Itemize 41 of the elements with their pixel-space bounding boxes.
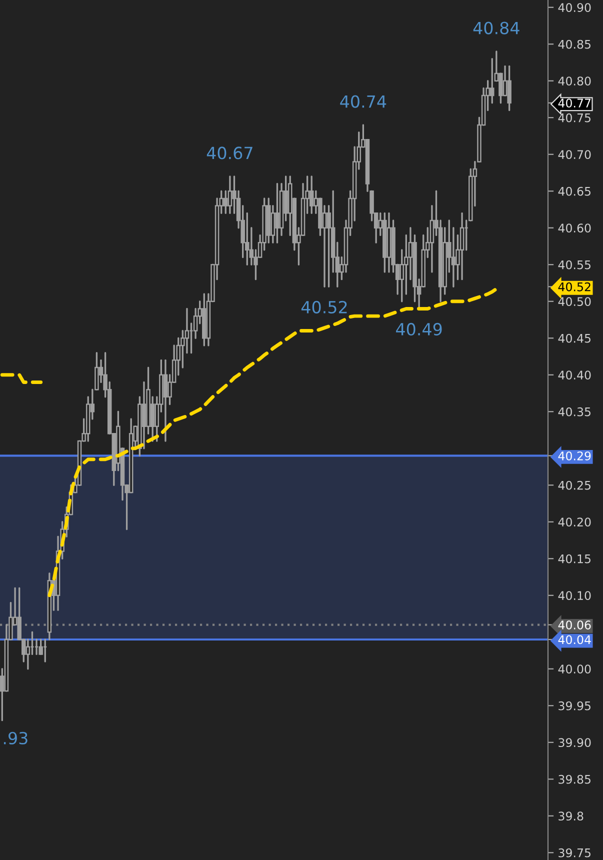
y-tick-label: 40.90 xyxy=(558,3,591,12)
annotation: 40.84 xyxy=(473,22,520,34)
candlestick xyxy=(142,381,146,450)
annotation: 40.74 xyxy=(340,95,386,108)
candlestick xyxy=(490,58,494,104)
annotation: 40.67 xyxy=(206,146,252,160)
candlestick xyxy=(275,182,280,244)
annotation: 40.52 xyxy=(301,300,347,314)
y-tick-label: 40.65 xyxy=(558,186,590,196)
y-tick-label: 39.85 xyxy=(558,774,590,784)
y-tick-label: 40.75 xyxy=(558,113,590,122)
y-tick-label: 40.50 xyxy=(558,297,591,306)
y-tick-label: 40.15 xyxy=(558,554,590,564)
annotation: .93 xyxy=(4,732,28,744)
candlestick xyxy=(228,176,232,214)
y-tick-label: 40.60 xyxy=(558,224,591,233)
y-tick-label: 39.95 xyxy=(558,701,590,710)
candlestick xyxy=(309,176,314,214)
y-tick-label: 40.20 xyxy=(558,518,591,527)
y-tick-label: 40.10 xyxy=(558,591,591,600)
candlestick xyxy=(163,359,168,442)
y-tick-label: 40.77 xyxy=(558,98,591,108)
y-tick-label: 40.29 xyxy=(558,451,591,460)
y-tick-label: 40.52 xyxy=(558,282,590,292)
y-tick-label: 40.40 xyxy=(558,370,591,380)
y-tick-label: 39.8 xyxy=(558,812,584,821)
y-tick-label: 40.00 xyxy=(558,664,591,674)
candlestick xyxy=(460,212,464,280)
y-tick-label: 40.55 xyxy=(558,260,590,270)
y-tick-label: 40.04 xyxy=(558,635,591,644)
y-tick-label: 39.90 xyxy=(558,738,591,748)
y-tick-label: 40.70 xyxy=(558,150,591,160)
y-tick-label: 40.06 xyxy=(558,620,591,630)
y-tick-label: 40.35 xyxy=(558,407,590,416)
y-tick-label: 40.80 xyxy=(558,76,591,86)
y-tick-label: 40.45 xyxy=(558,334,590,343)
y-tick-label: 40.25 xyxy=(558,480,590,490)
annotation: 40.49 xyxy=(396,322,442,336)
candlestick xyxy=(507,65,512,112)
y-tick-label: 40.85 xyxy=(558,40,590,49)
y-tick-label: 39.75 xyxy=(558,848,590,858)
